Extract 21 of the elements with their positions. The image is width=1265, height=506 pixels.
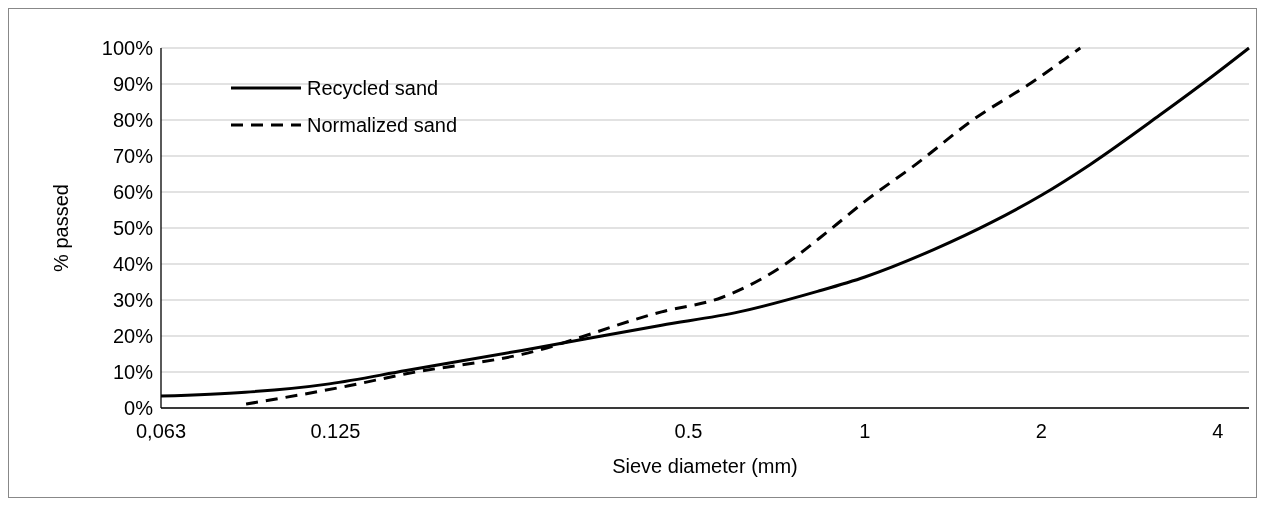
y-tick-label: 0%	[124, 397, 154, 419]
y-axis-title: % passed	[50, 184, 72, 272]
y-tick-label: 100%	[101, 37, 154, 59]
y-tick-label: 30%	[112, 289, 154, 311]
x-tick-label: 0,063	[135, 420, 187, 442]
y-tick-label: 80%	[112, 109, 154, 131]
y-tick-label: 20%	[112, 325, 154, 347]
y-tick-label: 50%	[112, 217, 154, 239]
legend-label: Recycled sand	[307, 77, 439, 99]
x-tick-label: 1	[859, 420, 871, 442]
y-tick-label: 90%	[112, 73, 154, 95]
y-tick-label: 60%	[112, 181, 154, 203]
x-tick-label: 2	[1035, 420, 1047, 442]
y-tick-label: 10%	[112, 361, 154, 383]
x-tick-label: 0.125	[310, 420, 361, 442]
x-tick-label: 0.5	[674, 420, 703, 442]
y-tick-label: 70%	[112, 145, 154, 167]
x-tick-label: 4	[1212, 420, 1224, 442]
x-axis-title: Sieve diameter (mm)	[612, 455, 798, 477]
legend-label: Normalized sand	[307, 114, 458, 136]
y-tick-label: 40%	[112, 253, 154, 275]
